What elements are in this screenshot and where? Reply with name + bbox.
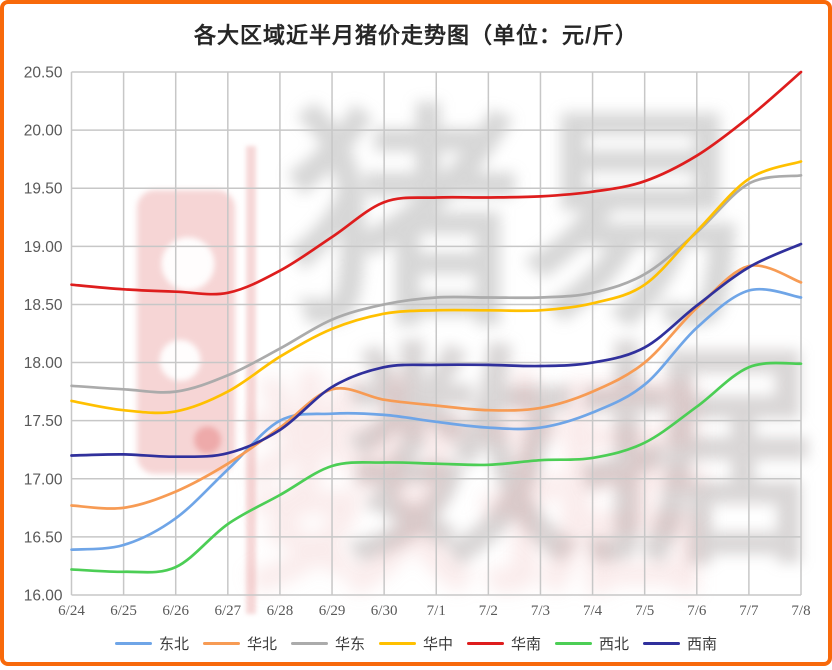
x-axis-tick-label: 6/28: [267, 603, 294, 619]
x-axis-tick-label: 6/29: [319, 603, 346, 619]
x-axis-tick-label: 6/27: [214, 603, 241, 619]
legend-item: 西北: [555, 633, 629, 654]
y-axis-tick-label: 19.50: [24, 181, 63, 198]
legend-line-swatch: [114, 642, 152, 645]
legend-label: 华北: [246, 636, 277, 653]
legend-label: 华南: [511, 636, 542, 653]
legend-item: 华中: [378, 633, 453, 654]
legend-line-swatch: [290, 642, 328, 645]
x-axis-tick-label: 7/4: [583, 603, 603, 619]
y-axis-tick-label: 16.50: [24, 529, 63, 546]
legend-item: 西南: [643, 633, 717, 654]
x-axis-tick-label: 7/5: [635, 603, 654, 619]
x-axis-tick-label: 6/26: [162, 603, 189, 619]
legend-label: 西北: [599, 636, 630, 653]
y-axis-tick-label: 17.00: [24, 471, 63, 488]
legend-item: 华东: [290, 633, 365, 654]
legend-label: 华东: [334, 636, 365, 653]
legend-item: 华北: [202, 633, 277, 654]
series-line-1: [70, 264, 803, 510]
y-axis-tick-label: 17.50: [24, 413, 63, 430]
chart-legend: 东北 华北 华东 华中 华南 西北 西南: [4, 633, 828, 654]
y-axis-tick-label: 18.50: [24, 297, 63, 314]
legend-line-swatch: [555, 642, 593, 645]
legend-label: 西南: [687, 636, 718, 653]
x-axis-tick-label: 7/3: [531, 603, 550, 619]
legend-line-swatch: [202, 642, 240, 645]
legend-item: 华南: [467, 633, 541, 654]
chart-title: 各大区域近半月猪价走势图（单位：元/斤）: [193, 23, 639, 48]
y-axis-tick-label: 20.00: [24, 123, 63, 140]
y-axis-tick-label: 18.00: [24, 355, 63, 372]
series-line-0: [70, 287, 803, 552]
y-axis-tick-label: 19.00: [24, 239, 63, 256]
legend-label: 华中: [422, 636, 453, 653]
legend-line-swatch: [378, 642, 416, 645]
x-axis-tick-label: 7/7: [739, 603, 759, 619]
series-line-5: [70, 361, 803, 574]
x-axis-tick-label: 7/1: [427, 603, 446, 619]
y-axis-tick-label: 16.00: [24, 588, 63, 605]
legend-label: 东北: [158, 636, 189, 653]
x-axis-tick-label: 6/25: [110, 603, 137, 619]
x-axis-tick-label: 7/6: [687, 603, 707, 619]
legend-line-swatch: [467, 642, 504, 645]
x-axis-tick-label: 7/2: [479, 603, 498, 619]
line-chart-plot-area: 20.50 20.00 19.50 19.00 18.50 18.00 17.50 17.00…: [24, 65, 811, 620]
legend-line-swatch: [643, 642, 681, 645]
x-axis-tick-label: 7/8: [791, 603, 810, 619]
x-axis-tick-label: 6/30: [371, 603, 398, 619]
x-axis-tick-label: 6/24: [58, 603, 85, 619]
y-axis-tick-label: 20.50: [24, 65, 63, 82]
legend-item: 东北: [114, 633, 189, 654]
